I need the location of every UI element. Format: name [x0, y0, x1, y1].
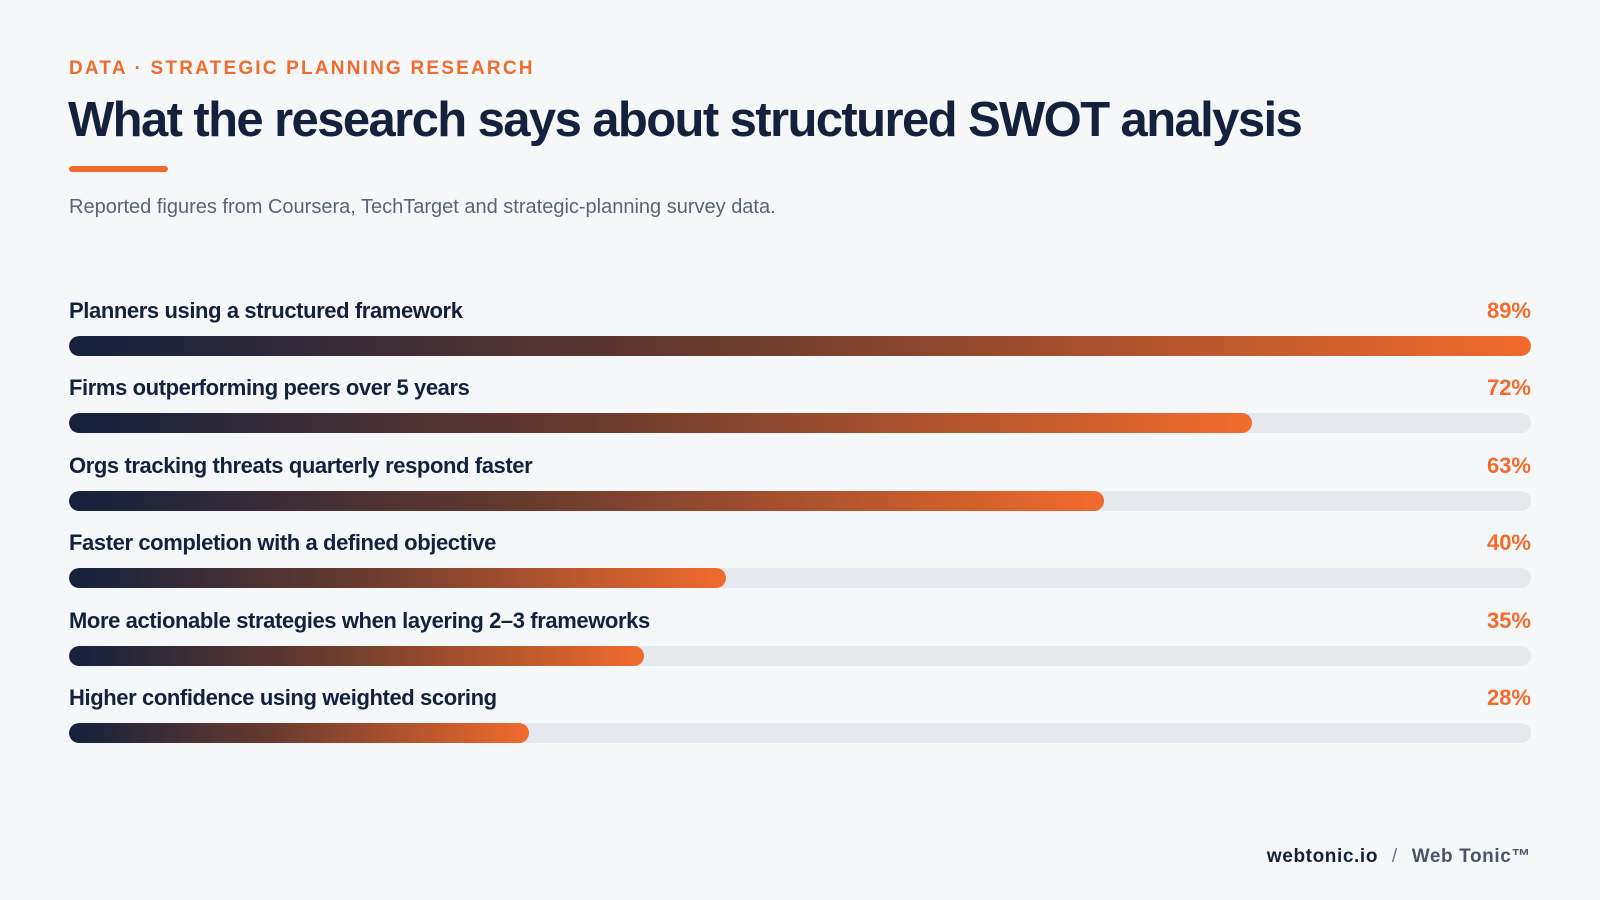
bar-fill [69, 336, 1531, 356]
bar-row: Orgs tracking threats quarterly respond … [69, 453, 1531, 530]
bar-value-label: 72% [1486, 375, 1531, 401]
footer-credit: webtonic.io / Web Tonic™ [1267, 846, 1531, 868]
bar-track [69, 568, 1531, 589]
bar-row: Faster completion with a defined objecti… [69, 530, 1531, 607]
bar-value-label: 35% [1486, 607, 1531, 633]
page-title: What the research says about structured … [68, 93, 1303, 147]
bar-label: Planners using a structured framework [69, 298, 463, 323]
bar-track [69, 490, 1531, 511]
bar-fill [69, 413, 1252, 434]
bar-label: Faster completion with a defined objecti… [69, 530, 496, 556]
bar-row: Planners using a structured framework 89… [69, 298, 1531, 375]
title-accent-rule [69, 166, 168, 172]
bar-row: More actionable strategies when layering… [69, 608, 1531, 685]
page-subtitle: Reported figures from Coursera, TechTarg… [69, 196, 776, 218]
bar-label: More actionable strategies when layering… [69, 607, 650, 633]
bar-row: Firms outperforming peers over 5 years 7… [69, 375, 1531, 452]
bar-label: Orgs tracking threats quarterly respond … [69, 452, 533, 478]
bar-row: Higher confidence using weighted scoring… [69, 685, 1531, 762]
progress-bar-chart: Planners using a structured framework 89… [69, 298, 1531, 762]
bar-value-label: 63% [1486, 452, 1531, 478]
footer-brand: Web Tonic™ [1411, 846, 1531, 867]
eyebrow-label: DATA · STRATEGIC PLANNING RESEARCH [69, 58, 535, 79]
bar-fill [69, 490, 1104, 511]
bar-label: Firms outperforming peers over 5 years [69, 375, 470, 401]
footer-domain: webtonic.io [1266, 846, 1379, 867]
bar-fill [69, 722, 529, 743]
bar-fill [69, 568, 727, 589]
bar-track [69, 336, 1531, 356]
bar-value-label: 28% [1486, 684, 1531, 710]
bar-fill [69, 645, 644, 666]
bar-track [69, 413, 1531, 434]
bar-track [69, 722, 1531, 743]
bar-label: Higher confidence using weighted scoring [69, 684, 497, 710]
bar-value-label: 40% [1486, 530, 1531, 556]
footer-separator: / [1391, 846, 1398, 867]
bar-value-label: 89% [1486, 298, 1531, 323]
bar-track [69, 645, 1531, 666]
